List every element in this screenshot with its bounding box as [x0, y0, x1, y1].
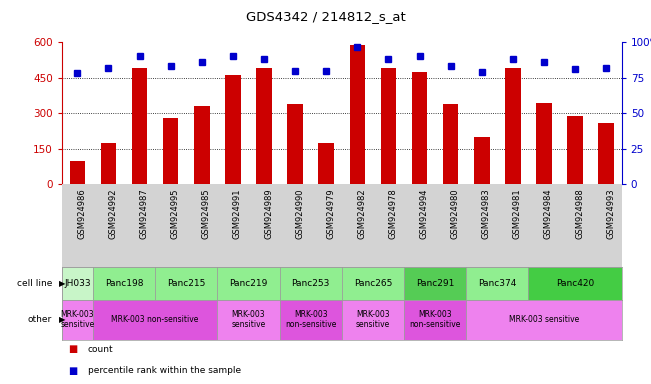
Text: GSM924984: GSM924984	[544, 189, 553, 239]
Bar	[279, 300, 342, 340]
Bar	[101, 143, 117, 184]
Text: GSM924990: GSM924990	[295, 189, 304, 239]
Text: Panc291: Panc291	[416, 279, 454, 288]
Bar	[598, 123, 614, 184]
Bar	[381, 68, 396, 184]
Text: MRK-003
sensitive: MRK-003 sensitive	[61, 310, 94, 329]
Bar	[194, 106, 210, 184]
Text: MRK-003
non-sensitive: MRK-003 non-sensitive	[409, 310, 461, 329]
Text: GSM924981: GSM924981	[513, 189, 522, 239]
Text: JH033: JH033	[64, 279, 90, 288]
Text: Panc253: Panc253	[292, 279, 330, 288]
Text: GSM924986: GSM924986	[77, 189, 87, 239]
Bar	[529, 267, 622, 300]
Bar	[342, 300, 404, 340]
Bar	[217, 267, 279, 300]
Text: MRK-003
non-sensitive: MRK-003 non-sensitive	[285, 310, 337, 329]
Text: GSM924994: GSM924994	[419, 189, 428, 239]
Bar	[466, 267, 529, 300]
Text: MRK-003
sensitive: MRK-003 sensitive	[231, 310, 266, 329]
Text: Panc219: Panc219	[229, 279, 268, 288]
Text: MRK-003
sensitive: MRK-003 sensitive	[355, 310, 390, 329]
Bar	[62, 267, 93, 300]
Text: GSM924980: GSM924980	[450, 189, 460, 239]
Bar	[70, 161, 85, 184]
Text: Panc265: Panc265	[353, 279, 392, 288]
Bar	[163, 118, 178, 184]
Bar	[474, 137, 490, 184]
Text: GSM924995: GSM924995	[171, 189, 180, 239]
Bar	[536, 103, 551, 184]
Bar	[132, 68, 147, 184]
Bar	[350, 45, 365, 184]
Text: ▶: ▶	[59, 279, 65, 288]
Text: MRK-003 sensitive: MRK-003 sensitive	[509, 315, 579, 324]
Bar	[287, 104, 303, 184]
Text: GDS4342 / 214812_s_at: GDS4342 / 214812_s_at	[245, 10, 406, 23]
Text: Panc215: Panc215	[167, 279, 206, 288]
Text: other: other	[28, 315, 52, 324]
Text: ▶: ▶	[59, 315, 65, 324]
Bar	[93, 300, 217, 340]
Bar	[318, 143, 334, 184]
Text: GSM924979: GSM924979	[326, 189, 335, 239]
Bar	[342, 267, 404, 300]
Bar	[62, 300, 93, 340]
Text: GSM924987: GSM924987	[139, 189, 148, 239]
Text: MRK-003 non-sensitive: MRK-003 non-sensitive	[111, 315, 199, 324]
Bar	[411, 72, 427, 184]
Text: GSM924982: GSM924982	[357, 189, 367, 239]
Bar	[217, 300, 279, 340]
Bar	[404, 300, 466, 340]
Text: GSM924985: GSM924985	[202, 189, 211, 239]
Text: Panc420: Panc420	[556, 279, 594, 288]
Text: GSM924983: GSM924983	[482, 189, 491, 239]
Bar	[567, 116, 583, 184]
Bar	[404, 267, 466, 300]
Bar	[225, 75, 241, 184]
Bar	[466, 300, 622, 340]
Text: count: count	[88, 345, 113, 354]
Text: GSM924989: GSM924989	[264, 189, 273, 239]
Bar	[443, 104, 458, 184]
Bar	[256, 68, 271, 184]
Text: cell line: cell line	[17, 279, 52, 288]
Text: GSM924992: GSM924992	[109, 189, 117, 239]
Bar	[155, 267, 217, 300]
Bar	[279, 267, 342, 300]
Text: GSM924993: GSM924993	[606, 189, 615, 239]
Text: percentile rank within the sample: percentile rank within the sample	[88, 366, 241, 375]
Text: GSM924978: GSM924978	[389, 189, 397, 239]
Text: GSM924988: GSM924988	[575, 189, 584, 239]
Text: Panc374: Panc374	[478, 279, 516, 288]
Bar	[93, 267, 155, 300]
Text: ■: ■	[68, 344, 77, 354]
Text: GSM924991: GSM924991	[233, 189, 242, 239]
Bar	[505, 68, 521, 184]
Text: ■: ■	[68, 366, 77, 376]
Text: Panc198: Panc198	[105, 279, 143, 288]
